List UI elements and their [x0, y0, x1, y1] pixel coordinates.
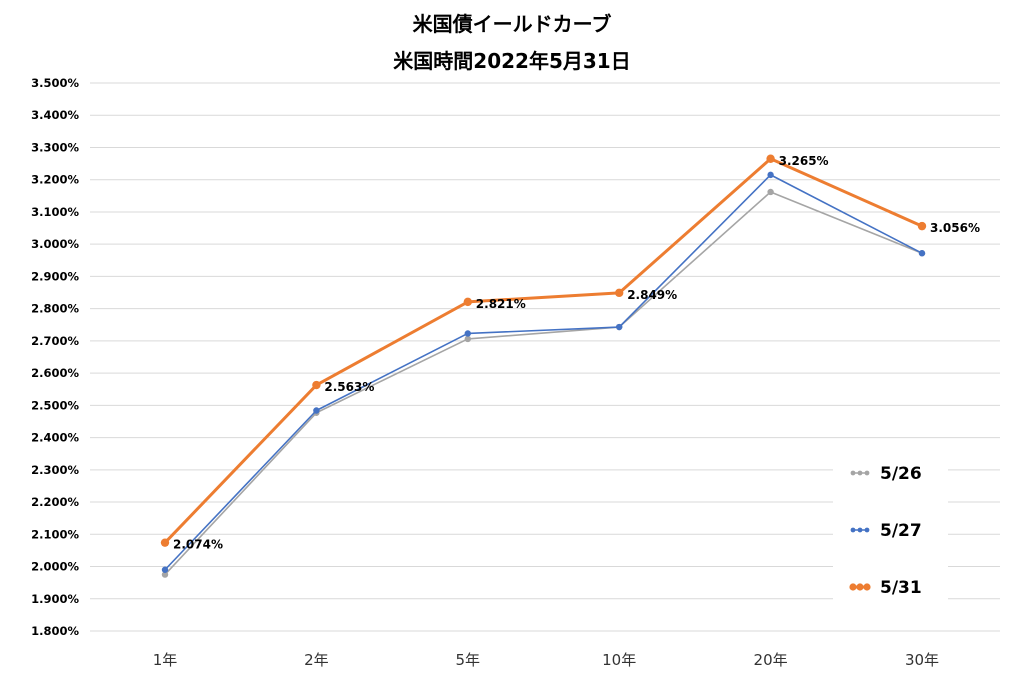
legend-label: 5/27 — [880, 521, 922, 541]
y-tick-label: 3.100% — [31, 205, 79, 219]
y-tick-label: 2.600% — [31, 366, 79, 380]
y-tick-label: 2.700% — [31, 334, 79, 348]
data-point-5-26 — [161, 571, 169, 578]
x-tick-label: 20年 — [754, 651, 788, 669]
x-tick-label: 30年 — [905, 651, 939, 669]
data-point-5-31 — [917, 221, 927, 231]
y-tick-label: 1.900% — [31, 592, 79, 606]
x-axis-ticks: 1年 2年 5年 10年 20年 30年 — [153, 651, 939, 669]
y-tick-label: 2.500% — [31, 398, 79, 412]
data-labels: 2.074% 2.563% 2.821% 2.849% 3.265% 3.056% — [173, 154, 980, 552]
y-tick-label: 3.400% — [31, 108, 79, 122]
series-group — [160, 154, 927, 578]
y-tick-label: 3.300% — [31, 140, 79, 154]
data-point-5-31 — [312, 380, 321, 390]
legend-marker-dot — [863, 583, 871, 591]
legend-marker-dot — [864, 527, 870, 533]
data-label: 2.563% — [324, 380, 374, 394]
y-tick-label: 3.200% — [31, 173, 79, 187]
data-point-5-27 — [313, 407, 320, 414]
x-tick-label: 2年 — [304, 651, 329, 669]
y-tick-label: 2.200% — [31, 495, 79, 509]
data-point-5-27 — [767, 171, 774, 179]
x-tick-label: 1年 — [153, 651, 178, 669]
data-label: 2.821% — [476, 297, 526, 311]
y-axis-ticks: 1.800% 1.900% 2.000% 2.100% 2.200% 2.300% 2.40… — [31, 76, 79, 638]
data-point-5-27 — [918, 250, 926, 257]
x-tick-label: 5年 — [456, 651, 481, 669]
y-tick-label: 2.900% — [31, 269, 79, 283]
series-line-5-26 — [164, 191, 923, 576]
legend-label: 5/26 — [880, 464, 922, 484]
y-tick-label: 2.100% — [31, 527, 79, 541]
chart-subtitle: 米国時間2022年5月31日 — [393, 49, 630, 73]
data-point-5-26 — [464, 335, 471, 343]
data-label: 3.056% — [930, 221, 980, 235]
data-point-5-31 — [463, 297, 472, 307]
legend-marker-dot — [850, 527, 856, 533]
legend-marker-dot — [849, 583, 857, 591]
data-label: 2.074% — [173, 538, 223, 552]
series-line-5-31 — [163, 157, 923, 544]
legend-marker-dot — [857, 470, 863, 476]
legend-marker-dot — [864, 470, 870, 476]
y-tick-label: 2.800% — [31, 302, 79, 316]
legend-label: 5/31 — [880, 578, 922, 598]
data-point-5-31 — [160, 538, 170, 547]
y-tick-label: 1.800% — [31, 624, 79, 638]
legend-marker-dot — [857, 527, 863, 533]
data-label: 3.265% — [779, 154, 829, 168]
data-point-5-27 — [616, 323, 623, 331]
x-tick-label: 10年 — [602, 651, 636, 669]
data-point-5-31 — [615, 288, 624, 298]
legend: 5/26 5/27 5/31 — [833, 452, 948, 604]
y-tick-label: 2.400% — [31, 431, 79, 445]
data-point-5-26 — [767, 188, 774, 196]
chart-title: 米国債イールドカーブ — [413, 12, 612, 36]
legend-marker-dot — [856, 583, 864, 591]
y-tick-label: 3.500% — [31, 76, 79, 90]
series-line-5-27 — [164, 174, 923, 571]
data-point-5-27 — [464, 330, 471, 337]
gridlines — [90, 82, 1000, 632]
data-label: 2.849% — [627, 288, 677, 302]
y-tick-label: 3.000% — [31, 237, 79, 251]
y-tick-label: 2.000% — [31, 560, 79, 574]
legend-marker-dot — [850, 470, 856, 476]
data-point-5-31 — [766, 154, 775, 163]
data-point-5-27 — [161, 566, 169, 573]
y-tick-label: 2.300% — [31, 463, 79, 477]
